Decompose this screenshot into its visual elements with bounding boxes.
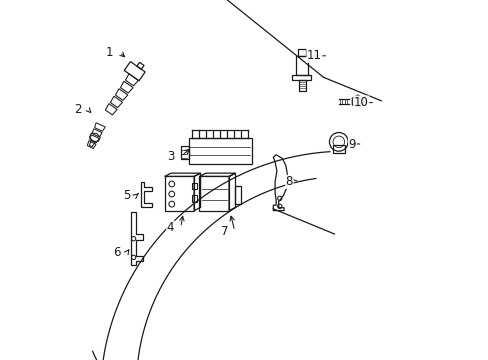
Text: 3: 3 <box>166 150 174 163</box>
Bar <box>164 176 194 211</box>
Text: 9: 9 <box>348 138 355 150</box>
Bar <box>296 56 307 75</box>
Text: 7: 7 <box>221 225 228 238</box>
Text: 8: 8 <box>285 175 292 188</box>
Bar <box>199 176 228 211</box>
Bar <box>188 138 251 164</box>
Bar <box>291 75 310 80</box>
Bar <box>192 195 196 202</box>
Text: 4: 4 <box>166 221 174 234</box>
Text: 6: 6 <box>113 246 120 259</box>
Bar <box>298 80 305 91</box>
Bar <box>181 146 188 159</box>
Text: 1: 1 <box>105 46 113 59</box>
Text: 2: 2 <box>74 103 81 116</box>
Bar <box>332 145 344 153</box>
Text: 5: 5 <box>122 189 130 202</box>
Text: 10: 10 <box>353 96 368 109</box>
Bar <box>235 186 240 204</box>
Bar <box>297 49 306 56</box>
Bar <box>192 183 196 189</box>
Text: 11: 11 <box>306 49 321 62</box>
